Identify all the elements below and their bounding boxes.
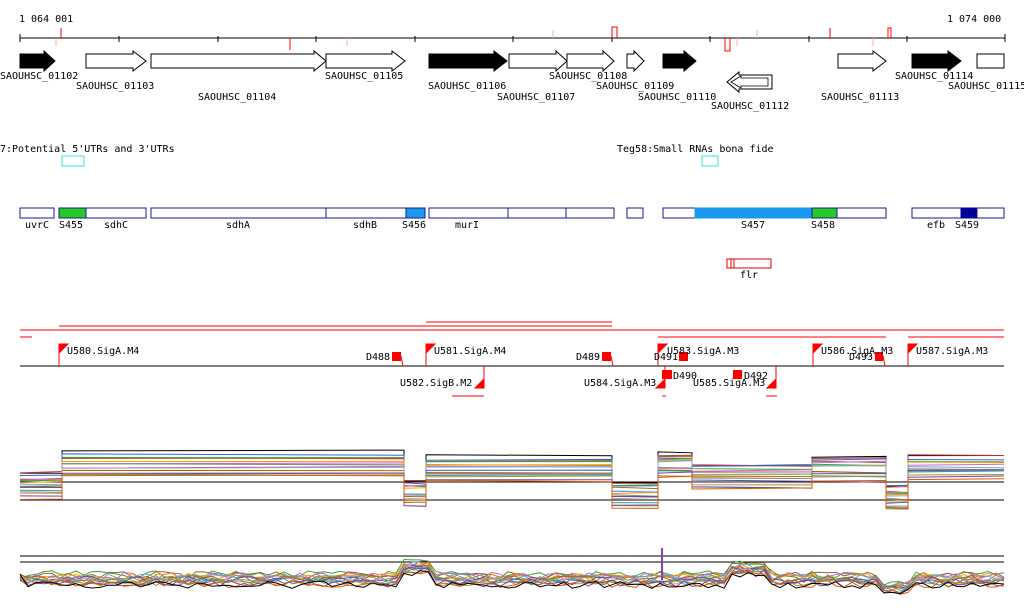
gene-arrow[interactable] xyxy=(85,49,147,73)
gene-label: SAOUHSC_01113 xyxy=(821,92,899,103)
operon-label: S459 xyxy=(955,220,979,231)
transcript-box[interactable] xyxy=(811,207,838,219)
promoter-label: U586.SigA.M3 xyxy=(821,346,893,357)
transcript-box[interactable] xyxy=(911,207,962,219)
utr-track: 7:Potential 5'UTRs and 3'UTRs Teg58:Smal… xyxy=(0,144,774,167)
transcript-box[interactable] xyxy=(960,207,978,219)
transcript-box[interactable] xyxy=(694,207,813,219)
operon-label: S457 xyxy=(741,220,765,231)
gene-label: SAOUHSC_01107 xyxy=(497,92,575,103)
gene-arrow[interactable] xyxy=(566,49,615,73)
operon-label: sdhC xyxy=(104,220,128,231)
gene-arrow[interactable] xyxy=(662,49,697,73)
promoter-label: U587.SigA.M3 xyxy=(916,346,988,357)
transcript-box[interactable] xyxy=(507,207,567,219)
transcript-box[interactable] xyxy=(325,207,407,219)
expression-trace xyxy=(19,564,1005,590)
transcript-box[interactable] xyxy=(976,207,1005,219)
gene-label: SAOUHSC_01112 xyxy=(711,101,789,112)
gene-arrow[interactable] xyxy=(325,49,406,73)
operon-label: sdhA xyxy=(226,220,250,231)
transcript-box[interactable] xyxy=(405,207,426,219)
terminator-label: D490 xyxy=(673,371,697,382)
utr-track-label: Teg58:Small RNAs bona fide xyxy=(617,144,774,155)
operon-label: murI xyxy=(455,220,479,231)
expression-trace xyxy=(19,460,1005,497)
gene-label: SAOUHSC_01109 xyxy=(596,81,674,92)
gene-box[interactable] xyxy=(976,53,1005,69)
gene-label: SAOUHSC_01115 xyxy=(948,81,1024,92)
gene-arrow[interactable] xyxy=(626,49,645,73)
terminator-label: D492 xyxy=(744,371,768,382)
utr-track-label: 7:Potential 5'UTRs and 3'UTRs xyxy=(0,144,175,155)
flr-feature[interactable] xyxy=(726,258,772,269)
expression-track-lower xyxy=(19,548,1005,595)
utr-feature[interactable] xyxy=(61,155,85,167)
operon-label: sdhB xyxy=(353,220,377,231)
transcript-box[interactable] xyxy=(662,207,696,219)
transcript-box[interactable] xyxy=(85,207,147,219)
operon-label: S455 xyxy=(59,220,83,231)
transcript-box[interactable] xyxy=(150,207,327,219)
operon-label: flr xyxy=(740,270,758,281)
terminator-label: D488 xyxy=(366,352,390,363)
terminator-label: D491 xyxy=(654,352,678,363)
expression-trace xyxy=(19,471,1005,509)
ruler-end-label: 1 074 000 xyxy=(947,14,1001,25)
utr-feature[interactable] xyxy=(701,155,719,167)
transcript-box[interactable] xyxy=(428,207,509,219)
promoter-label: U580.SigA.M4 xyxy=(67,346,139,357)
transcript-box[interactable] xyxy=(626,207,644,219)
promoter-label: U583.SigA.M3 xyxy=(667,346,739,357)
promoter-label: U584.SigA.M3 xyxy=(584,378,656,389)
ruler-start-label: 1 064 001 xyxy=(19,14,73,25)
operon-label: S456 xyxy=(402,220,426,231)
transcript-box[interactable] xyxy=(19,207,55,219)
gene-arrow[interactable] xyxy=(508,49,568,73)
promoter-label: U585.SigA.M3 xyxy=(693,378,765,389)
operon-label: efb xyxy=(927,220,945,231)
gene-label: SAOUHSC_01114 xyxy=(895,71,973,82)
gene-label: SAOUHSC_01102 xyxy=(0,71,78,82)
gene-label: SAOUHSC_01106 xyxy=(428,81,506,92)
gene-track: SAOUHSC_01102 SAOUHSC_01103 SAOUHSC_0110… xyxy=(0,49,1024,112)
terminator-label: D493 xyxy=(849,352,873,363)
gene-label: SAOUHSC_01103 xyxy=(76,81,154,92)
gene-label: SAOUHSC_01105 xyxy=(325,71,403,82)
gene-arrow[interactable] xyxy=(911,49,962,73)
transcript-box[interactable] xyxy=(565,207,615,219)
gene-arrow[interactable] xyxy=(19,49,56,73)
gene-arrow[interactable] xyxy=(837,49,887,73)
transcript-box[interactable] xyxy=(836,207,887,219)
gene-label: SAOUHSC_01110 xyxy=(638,92,716,103)
promoter-track: U580.SigA.M4 D488 U581.SigA.M4 D489 D491… xyxy=(20,321,1004,397)
operon-label: S458 xyxy=(811,220,835,231)
gene-arrow-reverse[interactable] xyxy=(726,70,773,94)
gene-label: SAOUHSC_01108 xyxy=(549,71,627,82)
expression-trace xyxy=(19,570,1005,595)
gene-arrow[interactable] xyxy=(150,49,327,73)
terminator-label: D489 xyxy=(576,352,600,363)
promoter-label: U582.SigB.M2 xyxy=(400,378,472,389)
transcript-track: uvrC S455 sdhC sdhA sdhB S456 murI S457 … xyxy=(19,207,1005,281)
coordinate-ruler: 1 064 001 1 074 000 xyxy=(19,14,1006,52)
expression-trace xyxy=(19,474,1005,509)
operon-label: uvrC xyxy=(25,220,49,231)
expression-trace xyxy=(19,570,1005,595)
gene-arrow[interactable] xyxy=(428,49,508,73)
transcript-box[interactable] xyxy=(58,207,87,219)
expression-track-upper xyxy=(19,449,1005,510)
gene-label: SAOUHSC_01104 xyxy=(198,92,276,103)
promoter-label: U581.SigA.M4 xyxy=(434,346,506,357)
